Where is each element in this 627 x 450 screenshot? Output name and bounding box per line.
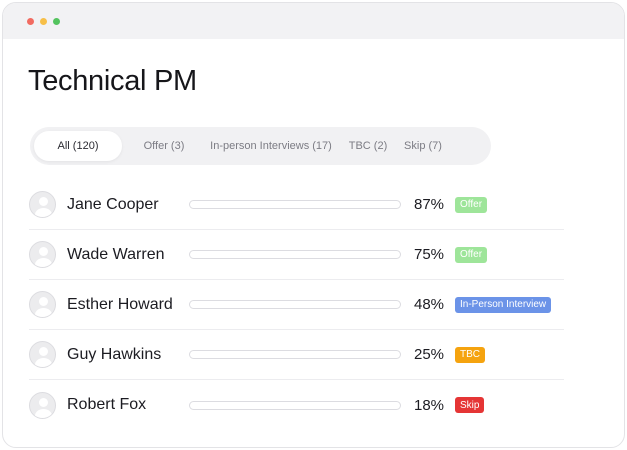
status-badge: TBC bbox=[455, 346, 485, 363]
candidate-row[interactable]: Robert Fox 18% Skip bbox=[29, 380, 564, 430]
tab-offer[interactable]: Offer (3) bbox=[143, 140, 185, 152]
tab-all[interactable]: All (120) bbox=[34, 131, 122, 161]
score-percent: 87% bbox=[414, 196, 445, 213]
score-bar bbox=[189, 300, 401, 309]
candidate-row[interactable]: Guy Hawkins 25% TBC bbox=[29, 330, 564, 380]
score-percent: 48% bbox=[414, 296, 445, 313]
avatar-icon bbox=[29, 291, 56, 318]
status-filter-tabs: All (120) Offer (3) In-person Interviews… bbox=[30, 127, 491, 165]
candidate-row[interactable]: Jane Cooper 87% Offer bbox=[29, 180, 564, 230]
score-percent: 75% bbox=[414, 246, 445, 263]
candidate-list: Jane Cooper 87% Offer Wade Warren 75% Of… bbox=[29, 180, 564, 430]
candidate-name: Jane Cooper bbox=[67, 195, 159, 213]
candidate-name: Wade Warren bbox=[67, 245, 165, 263]
avatar-icon bbox=[29, 391, 56, 419]
status-badge: Offer bbox=[455, 196, 488, 213]
score-percent: 25% bbox=[414, 346, 445, 363]
status-badge: Offer bbox=[455, 246, 488, 263]
avatar-icon bbox=[29, 241, 56, 268]
tab-in-person-interviews[interactable]: In-person Interviews (17) bbox=[210, 140, 332, 152]
avatar-icon bbox=[29, 191, 56, 218]
score-bar bbox=[189, 400, 401, 410]
maximize-window-button[interactable] bbox=[53, 17, 60, 25]
candidate-name: Esther Howard bbox=[67, 295, 173, 313]
score-percent: 18% bbox=[414, 396, 445, 414]
candidate-row[interactable]: Wade Warren 75% Offer bbox=[29, 230, 564, 280]
candidate-name: Robert Fox bbox=[67, 396, 147, 413]
score-bar bbox=[189, 200, 401, 209]
tab-tbc[interactable]: TBC (2) bbox=[348, 140, 388, 152]
score-bar bbox=[189, 350, 401, 359]
candidate-name: Guy Hawkins bbox=[67, 345, 162, 363]
page-title: Technical PM bbox=[28, 65, 197, 97]
status-badge: In-Person Interview bbox=[455, 296, 552, 313]
avatar-icon bbox=[29, 341, 56, 368]
score-bar bbox=[189, 250, 401, 259]
candidate-row[interactable]: Esther Howard 48% In-Person Interview bbox=[29, 280, 564, 330]
window-titlebar bbox=[3, 3, 624, 39]
close-window-button[interactable] bbox=[27, 17, 34, 25]
status-badge: Skip bbox=[455, 397, 485, 413]
tab-skip[interactable]: Skip (7) bbox=[404, 140, 442, 152]
minimize-window-button[interactable] bbox=[40, 17, 47, 25]
